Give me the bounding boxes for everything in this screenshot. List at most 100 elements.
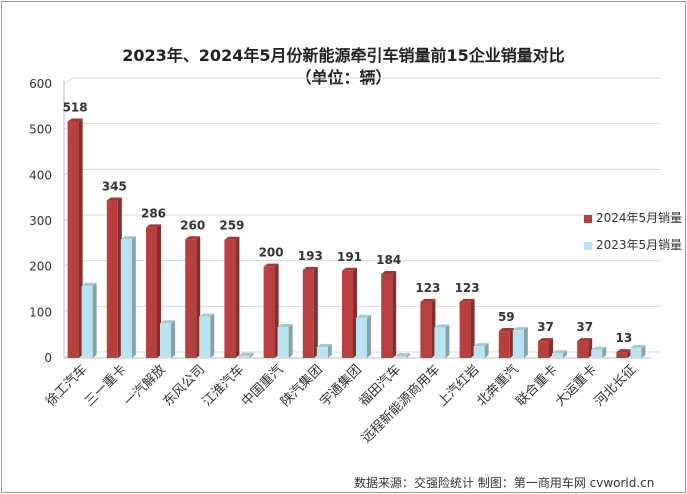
source-note: 数据来源：交强险统计 制图：第一商用车网 cvworld.cn bbox=[354, 476, 655, 490]
y-tick-label: 400 bbox=[29, 168, 52, 182]
bar-top-2024 bbox=[538, 338, 553, 342]
bar-2024 bbox=[106, 200, 118, 358]
bar-top-2023 bbox=[277, 323, 293, 327]
legend-swatch-2023 bbox=[584, 241, 592, 250]
x-tick-label: 河北长征 bbox=[592, 362, 639, 409]
bar-side-2024 bbox=[313, 266, 318, 358]
bar-2023 bbox=[552, 353, 563, 358]
bar-2024 bbox=[459, 301, 471, 358]
y-tick-label: 300 bbox=[29, 214, 52, 228]
bar-2023 bbox=[473, 346, 485, 358]
bar-2023 bbox=[630, 347, 642, 358]
data-label-2024: 200 bbox=[259, 246, 284, 260]
bar-side-2023 bbox=[406, 353, 411, 358]
x-tick-label: 大运重卡 bbox=[552, 362, 600, 410]
bar-side-2024 bbox=[470, 298, 475, 358]
bar-top-2023 bbox=[591, 346, 607, 350]
data-label-2024: 123 bbox=[415, 281, 440, 295]
bar-top-2024 bbox=[67, 118, 83, 122]
data-label-2024: 260 bbox=[180, 218, 205, 232]
bar-side-2024 bbox=[392, 270, 397, 358]
bar-2023 bbox=[277, 326, 289, 358]
data-label-2024: 191 bbox=[337, 250, 362, 264]
data-label-2024: 259 bbox=[219, 219, 244, 233]
bar-2024 bbox=[577, 341, 589, 358]
x-tick-label: 上汽红岩 bbox=[434, 362, 482, 410]
legend-item-2024: 2024年5月销量 bbox=[584, 209, 682, 226]
bar-top-2023 bbox=[81, 282, 97, 286]
bar-top-2024 bbox=[263, 263, 279, 267]
bar-top-2023 bbox=[395, 353, 411, 357]
bar-2023 bbox=[120, 239, 132, 358]
data-label-2024: 123 bbox=[455, 281, 480, 295]
bar-2023 bbox=[199, 316, 211, 358]
bar-2024 bbox=[342, 270, 353, 358]
bar-2024 bbox=[498, 331, 510, 358]
data-label-2024: 184 bbox=[376, 253, 401, 267]
bar-top-2023 bbox=[552, 350, 567, 354]
bar-top-2023 bbox=[356, 314, 371, 318]
bar-top-2023 bbox=[473, 343, 489, 347]
bar-side-2024 bbox=[235, 236, 240, 358]
x-tick-label: 东风公司 bbox=[161, 362, 208, 409]
data-label-2024: 13 bbox=[616, 331, 633, 345]
x-tick-label: 中国重汽 bbox=[238, 362, 286, 410]
legend-label-2023: 2023年5月销量 bbox=[596, 238, 683, 252]
bar-side-2023 bbox=[131, 236, 136, 358]
bar-top-2024 bbox=[381, 270, 397, 274]
x-tick-label: 一汽解放 bbox=[121, 362, 168, 409]
bar-top-2024 bbox=[459, 298, 475, 302]
bar-side-2023 bbox=[367, 314, 371, 358]
bar-2023 bbox=[238, 355, 250, 358]
bar-2024 bbox=[302, 269, 314, 358]
bar-top-2024 bbox=[498, 328, 514, 332]
bar-side-2023 bbox=[288, 323, 293, 358]
bar-top-2023 bbox=[120, 236, 136, 240]
bar-top-2024 bbox=[146, 224, 161, 228]
bar-top-2024 bbox=[106, 197, 122, 201]
bar-top-2024 bbox=[302, 266, 318, 270]
data-label-2024: 37 bbox=[537, 320, 554, 334]
bar-2023 bbox=[395, 356, 407, 358]
bar-2024 bbox=[381, 273, 393, 358]
bar-2024 bbox=[67, 121, 79, 359]
bar-2024 bbox=[185, 239, 197, 358]
bar-side-2023 bbox=[327, 344, 332, 358]
chart-title: 2023年、2024年5月份新能源牵引车销量前15企业销量对比 bbox=[122, 46, 565, 65]
legend-swatch-2024 bbox=[584, 214, 592, 223]
bar-side-2023 bbox=[210, 313, 215, 358]
bar-top-2023 bbox=[434, 324, 450, 328]
bar-2024 bbox=[538, 341, 549, 358]
x-tick-label: 北奔重汽 bbox=[474, 362, 522, 410]
bar-side-2024 bbox=[549, 338, 553, 358]
bar-2024 bbox=[146, 227, 157, 358]
data-label-2024: 59 bbox=[498, 310, 515, 324]
bar-side-2023 bbox=[171, 320, 175, 358]
bar-2024 bbox=[224, 239, 236, 358]
x-tick-label: 三一重卡 bbox=[82, 362, 130, 410]
bar-side-2023 bbox=[602, 346, 607, 358]
bar-side-2023 bbox=[563, 350, 567, 358]
legend-label-2024: 2024年5月销量 bbox=[596, 211, 683, 225]
gridline-depth bbox=[63, 77, 74, 85]
bar-top-2023 bbox=[512, 327, 528, 331]
bar-2023 bbox=[356, 317, 367, 358]
x-tick-label: 联合重卡 bbox=[513, 362, 561, 410]
data-label-2024: 286 bbox=[141, 206, 166, 220]
y-tick-label: 0 bbox=[44, 351, 52, 365]
bar-side-2023 bbox=[445, 324, 450, 358]
bar-top-2023 bbox=[630, 344, 646, 348]
bar-top-2024 bbox=[342, 267, 357, 271]
bar-top-2024 bbox=[420, 298, 436, 302]
bar-2023 bbox=[160, 323, 171, 358]
bar-side-2023 bbox=[249, 352, 254, 358]
bar-2023 bbox=[81, 285, 93, 358]
y-tick-label: 200 bbox=[29, 260, 52, 274]
y-tick-label: 100 bbox=[29, 305, 52, 319]
bar-top-2024 bbox=[185, 236, 201, 240]
bar-2024 bbox=[420, 301, 432, 358]
bar-2024 bbox=[616, 352, 628, 358]
data-label-2024: 37 bbox=[576, 320, 593, 334]
